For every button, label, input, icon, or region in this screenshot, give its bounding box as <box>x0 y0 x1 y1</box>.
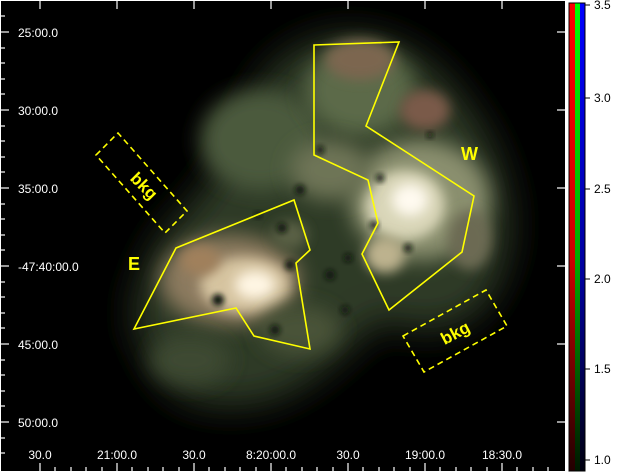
nebula-emission <box>135 34 510 407</box>
x-label-1: 21:00.0 <box>97 448 137 462</box>
tick-marks <box>1 1 565 471</box>
point-sources <box>212 132 433 335</box>
colorbar-label-2: 2.5 <box>594 182 611 196</box>
colorbar-label-5: 1.0 <box>594 453 611 467</box>
bkg-left-box <box>94 131 189 235</box>
y-axis-labels: 25:00.0 30:00.0 35:00.0 -47:40:00.0 45:0… <box>18 26 79 430</box>
colorbar-label-0: 3.5 <box>594 0 611 12</box>
x-label-6: 18:30.0 <box>482 448 522 462</box>
west-region-label: W <box>461 144 478 164</box>
colorbar-red-strip <box>569 3 575 471</box>
colorbar-blue-strip <box>580 3 585 471</box>
region-overlays <box>94 41 509 374</box>
east-region-polygon <box>132 198 311 351</box>
x-label-0: 30.0 <box>28 448 52 462</box>
colorbar-label-3: 2.0 <box>594 272 611 286</box>
y-label-5: 50:00.0 <box>18 416 58 430</box>
east-region-label: E <box>128 254 140 274</box>
colorbar-label-4: 1.5 <box>594 362 611 376</box>
x-label-4: 30.0 <box>336 448 360 462</box>
y-label-1: 30:00.0 <box>18 104 58 118</box>
colorbar-green-strip <box>575 3 580 471</box>
y-label-0: 25:00.0 <box>18 26 58 40</box>
colorbar: 3.5 3.0 2.5 2.0 1.5 1.0 <box>568 0 611 472</box>
colorbar-frame <box>568 2 586 472</box>
x-label-2: 30.0 <box>182 448 206 462</box>
colorbar-label-1: 3.0 <box>594 91 611 105</box>
y-label-2: 35:00.0 <box>18 182 58 196</box>
bkg-right-box <box>401 288 509 374</box>
x-label-3: 8:20:00.0 <box>246 448 296 462</box>
west-region-polygon <box>313 41 475 312</box>
y-label-4: 45:00.0 <box>18 338 58 352</box>
x-label-5: 19:00.0 <box>405 448 445 462</box>
y-label-3: -47:40:00.0 <box>18 260 79 274</box>
x-axis-labels: 30.0 21:00.0 30.0 8:20:00.0 30.0 19:00.0… <box>28 448 522 462</box>
